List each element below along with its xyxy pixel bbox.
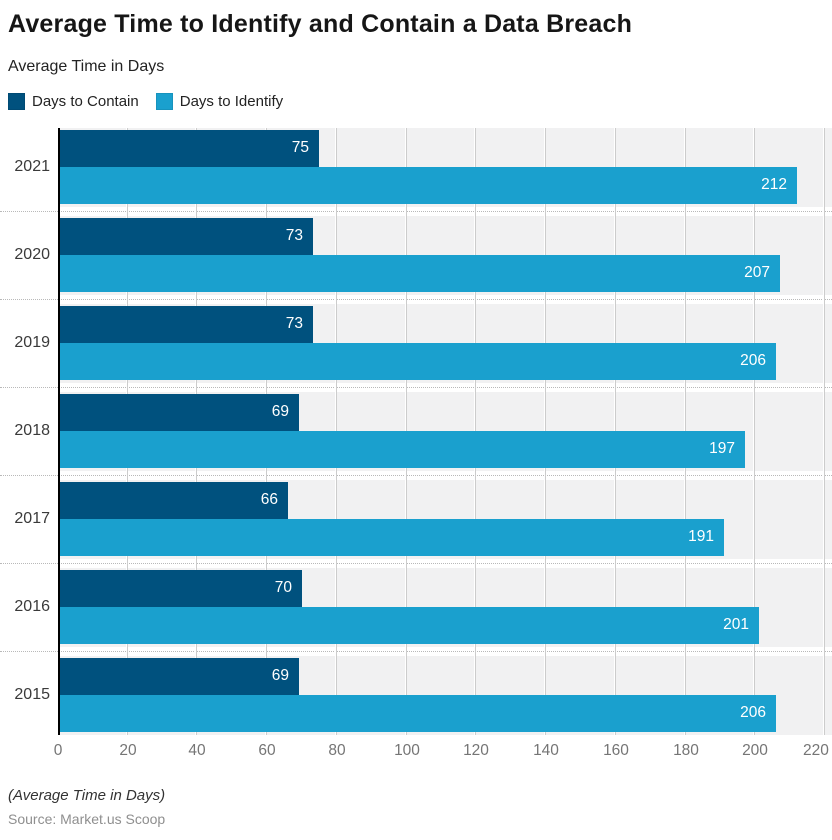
x-tick-60: 60: [258, 741, 276, 759]
legend-item-label: Days to Contain: [32, 92, 139, 110]
bar-value-label: 201: [723, 616, 749, 634]
x-tick-0: 0: [53, 741, 63, 759]
x-tick-20: 20: [119, 741, 137, 759]
x-tick-200: 200: [742, 741, 768, 759]
y-axis-label-2015: 2015: [14, 685, 50, 703]
category-band-2016: 70 201: [58, 567, 832, 647]
chart-header: Average Time to Identify and Contain a D…: [0, 0, 832, 110]
bar-contain-2019: 73: [58, 305, 313, 343]
x-tick-120: 120: [463, 741, 489, 759]
bar-value-label: 75: [291, 139, 309, 157]
axis-note: (Average Time in Days): [8, 786, 166, 804]
gridline-220: [823, 127, 825, 735]
category-band-2015: 69 206: [58, 655, 832, 735]
legend-item-label: Days to Identify: [179, 92, 284, 110]
x-tick-220: 220: [803, 741, 829, 759]
x-tick-180: 180: [673, 741, 699, 759]
bar-identify-2017: 191: [58, 518, 724, 556]
bar-contain-2017: 66: [58, 481, 288, 519]
group-separator: [0, 562, 832, 564]
legend-swatch-icon: [8, 92, 25, 110]
bar-value-label: 69: [271, 403, 289, 421]
bar-value-label: 66: [260, 491, 278, 509]
bar-value-label: 69: [271, 667, 289, 685]
group-separator: [0, 298, 832, 300]
chart-subtitle: Average Time in Days: [8, 57, 165, 75]
x-tick-160: 160: [603, 741, 629, 759]
source-label: Source: Market.us Scoop: [8, 810, 166, 827]
x-tick-100: 100: [394, 741, 420, 759]
y-axis-label-2018: 2018: [14, 421, 50, 439]
x-axis: 0 20 40 60 80 100 120 140 160 180 200 220: [54, 735, 832, 761]
group-separator: [0, 650, 832, 652]
plot-area: 75 212 73 207 73 206 69 197 66 191 70 201 69 206: [58, 127, 832, 735]
bar-value-label: 191: [688, 528, 714, 546]
bar-value-label: 70: [274, 579, 292, 597]
y-axis-label-2019: 2019: [14, 333, 50, 351]
bar-value-label: 206: [740, 352, 766, 370]
y-axis-line: [58, 127, 60, 735]
chart-title: Average Time to Identify and Contain a D…: [8, 10, 633, 38]
x-tick-40: 40: [188, 741, 206, 759]
x-tick-80: 80: [328, 741, 346, 759]
bar-value-label: 73: [285, 315, 303, 333]
category-band-2017: 66 191: [58, 479, 832, 559]
bar-chart: 75 212 73 207 73 206 69 197 66 191 70 201 69 206 2021…: [0, 127, 832, 735]
bar-value-label: 73: [285, 227, 303, 245]
bar-identify-2016: 201: [58, 606, 759, 644]
gridline-200: [753, 127, 755, 735]
bar-identify-2018: 197: [58, 430, 745, 468]
bar-identify-2020: 207: [58, 254, 780, 292]
bar-contain-2021: 75: [58, 129, 319, 167]
y-axis-label-2016: 2016: [14, 597, 50, 615]
group-separator: [0, 210, 832, 212]
y-axis-label-2021: 2021: [14, 157, 50, 175]
category-band-2019: 73 206: [58, 303, 832, 383]
legend-item-contain: Days to Contain: [8, 92, 139, 110]
category-band-2021: 75 212: [58, 127, 832, 207]
bar-value-label: 206: [740, 704, 766, 722]
category-band-2018: 69 197: [58, 391, 832, 471]
bar-contain-2020: 73: [58, 217, 313, 255]
chart-footer: (Average Time in Days) Source: Market.us…: [0, 787, 832, 827]
y-axis-label-2017: 2017: [14, 509, 50, 527]
y-axis-label-2020: 2020: [14, 245, 50, 263]
x-tick-140: 140: [533, 741, 559, 759]
category-band-2020: 73 207: [58, 215, 832, 295]
bar-contain-2015: 69: [58, 657, 299, 695]
bar-identify-2019: 206: [58, 342, 776, 380]
bar-contain-2018: 69: [58, 393, 299, 431]
legend: Days to Contain Days to Identify: [8, 92, 824, 110]
bar-value-label: 212: [761, 176, 787, 194]
group-separator: [0, 474, 832, 476]
group-separator: [0, 386, 832, 388]
legend-swatch-icon: [155, 92, 173, 110]
bar-identify-2021: 212: [58, 166, 797, 204]
legend-item-identify: Days to Identify: [155, 92, 284, 110]
bar-contain-2016: 70: [58, 569, 302, 607]
bar-identify-2015: 206: [58, 694, 776, 732]
bar-value-label: 207: [744, 264, 770, 282]
bar-value-label: 197: [709, 440, 735, 458]
